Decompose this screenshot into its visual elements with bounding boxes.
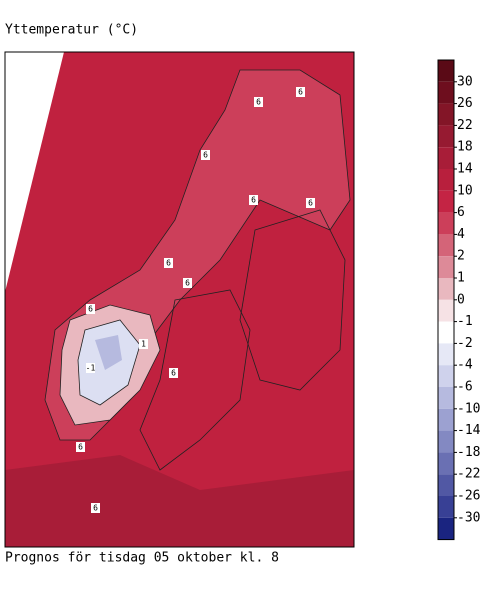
colorbar-label: -18 (457, 445, 480, 460)
colorbar-label: 30 (457, 74, 473, 89)
colorbar-label: 0 (457, 292, 465, 307)
colorbar-label: 14 (457, 162, 473, 177)
map-frame (4, 51, 355, 548)
contour-label: 1 (141, 340, 146, 349)
colorbar-cell (438, 343, 454, 366)
contour-label-box (86, 363, 95, 373)
contour-label: 6 (78, 443, 83, 452)
caption: Prognos för tisdag 05 oktober kl. 8 (5, 551, 279, 566)
contour-label: 6 (298, 88, 303, 97)
colorbar-label: -4 (457, 358, 473, 373)
coastline (139, 289, 251, 471)
contour-label: -1 (86, 364, 96, 373)
contour-label-box (254, 97, 263, 107)
colorbar-cell (438, 60, 454, 82)
colorbar-label: 4 (457, 227, 465, 242)
contour-label-box (306, 198, 315, 208)
colorbar-cell (438, 125, 454, 148)
coastline (239, 209, 346, 391)
colorbar-cell (438, 103, 454, 126)
colorbar-cell (438, 234, 454, 257)
contour-label-box (164, 258, 173, 268)
colorbar-label: 22 (457, 118, 473, 133)
colorbar-label: 1 (457, 271, 465, 286)
contour-label-box (91, 503, 100, 513)
colorbar-cell (438, 408, 454, 431)
contour-label-box (139, 339, 148, 349)
colorbar-cell (438, 256, 454, 278)
contour-label-box (201, 150, 210, 160)
contour-label: 6 (166, 259, 171, 268)
map (4, 51, 355, 548)
contour-label-box (249, 195, 258, 205)
colorbar-cell (438, 190, 454, 213)
colorbar-label: -22 (457, 467, 480, 482)
colorbar-label: -30 (457, 510, 480, 525)
colorbar-cell (438, 496, 454, 518)
colorbar-cell (438, 430, 454, 453)
continent-region (5, 455, 354, 547)
colorbar-cell (438, 147, 454, 169)
colorbar-cell (438, 365, 454, 387)
colorbar-cell (438, 278, 454, 300)
colorbar-cell (438, 321, 454, 344)
colorbar-label: -10 (457, 401, 480, 416)
contour-label-box (169, 368, 178, 378)
contour-label-box (76, 442, 85, 452)
contour-label: 6 (185, 279, 190, 288)
title: Yttemperatur (°C) (5, 23, 138, 38)
contour-label: 6 (171, 369, 176, 378)
colorbar-cell (438, 169, 454, 191)
colorbar-cell (438, 387, 454, 409)
colorbar-cell (438, 81, 454, 104)
contour-label: 6 (308, 199, 313, 208)
map-nodata (5, 52, 64, 292)
colorbar-label: 18 (457, 140, 473, 155)
colorbar-cell (438, 517, 454, 540)
contour-label-box (296, 87, 305, 97)
contour-label: 6 (93, 504, 98, 513)
contour-label: 6 (251, 196, 256, 205)
contour-label: 6 (256, 98, 261, 107)
contour-label-box (86, 304, 95, 314)
contour-label-box (183, 278, 192, 288)
contour-label: 6 (203, 151, 208, 160)
coldest-region (95, 335, 122, 370)
colorbar-cell (438, 299, 454, 322)
colorbar-label: 6 (457, 205, 465, 220)
colorbar-cell (438, 452, 454, 475)
colorbar-label: -2 (457, 336, 473, 351)
colorbar-label: -14 (457, 423, 481, 438)
colorbar-cell (438, 474, 454, 496)
colorbar-label: -1 (457, 314, 473, 329)
colorbar-cell (438, 212, 454, 235)
colorbar-label: 2 (457, 249, 465, 264)
colorbar-label: -26 (457, 489, 480, 504)
colorbar-label: -6 (457, 380, 473, 395)
contour-label: 6 (88, 305, 93, 314)
colorbar-label: 26 (457, 96, 473, 111)
colorbar-label: 10 (457, 183, 473, 198)
